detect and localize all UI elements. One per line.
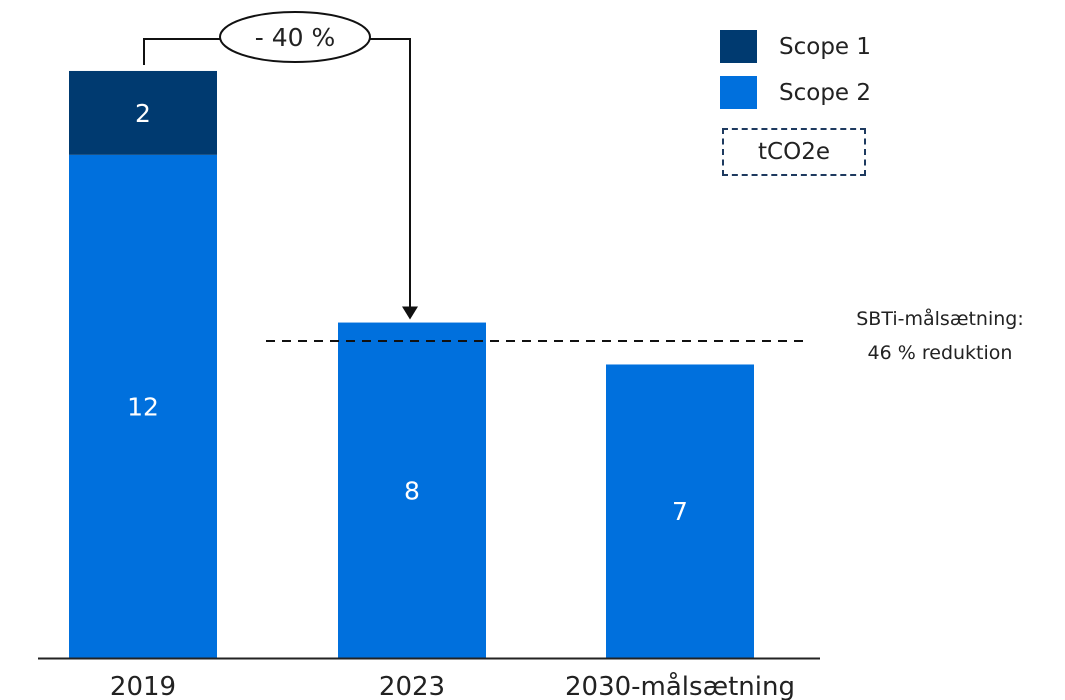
bar-scope-2-2023 — [338, 322, 486, 658]
legend-swatch-scope-2 — [720, 76, 757, 109]
sbti-target-annotation: SBTi-målsætning: 46 % reduktion — [820, 302, 1060, 370]
sbti-target-label-line-1: SBTi-målsætning: — [856, 308, 1024, 330]
x-tick-label-2019: 2019 — [110, 672, 176, 700]
legend-label-scope-1: Scope 1 — [779, 34, 872, 60]
x-tick-label-2030-m-ls-tning: 2030-målsætning — [565, 671, 795, 700]
bar-scope-2-2019 — [69, 154, 217, 659]
change-annotation-bubble — [219, 11, 371, 63]
bar-scope-1-2019 — [69, 70, 217, 155]
unit-label: tCO2e — [722, 128, 866, 176]
legend-swatch-scope-1 — [720, 30, 757, 63]
change-bracket-right — [370, 38, 411, 309]
data-label-scope-2-2023: 8 — [404, 476, 420, 505]
data-label-scope-2-2019: 12 — [127, 392, 159, 421]
chart-legend: Scope 1 Scope 2 — [720, 30, 920, 122]
bar-scope-2-2030-m-ls-tning — [606, 364, 754, 658]
sbti-target-label-line-2: 46 % reduktion — [867, 342, 1013, 364]
change-arrow-head — [402, 306, 418, 320]
change-bracket-left — [143, 38, 220, 65]
change-annotation-label: - 40 % — [255, 23, 335, 52]
x-tick-label-2023: 2023 — [379, 672, 445, 700]
legend-label-scope-2: Scope 2 — [779, 80, 872, 106]
legend-item-scope-1: Scope 1 — [720, 30, 920, 66]
legend-item-scope-2: Scope 2 — [720, 76, 920, 112]
data-label-scope-2-2030-m-ls-tning: 7 — [672, 497, 688, 526]
data-label-scope-1-2019: 2 — [135, 99, 151, 128]
